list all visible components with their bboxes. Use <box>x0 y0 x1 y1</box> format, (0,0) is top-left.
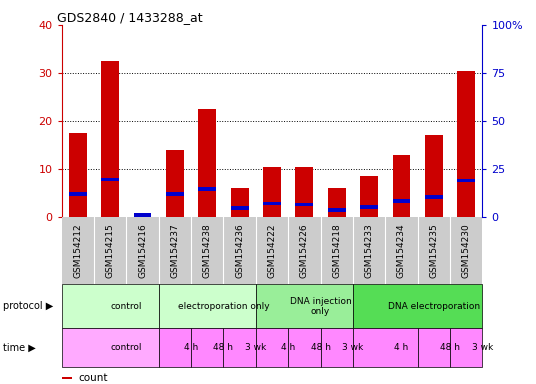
Bar <box>166 150 184 217</box>
Bar <box>263 167 281 217</box>
Bar <box>457 71 475 217</box>
Text: GSM154234: GSM154234 <box>397 223 406 278</box>
Text: 48 h: 48 h <box>310 343 331 352</box>
Bar <box>295 167 313 217</box>
Text: GSM154236: GSM154236 <box>235 223 244 278</box>
Text: GSM154235: GSM154235 <box>429 223 438 278</box>
Text: electroporation only: electroporation only <box>177 302 269 311</box>
Bar <box>321 328 353 367</box>
Bar <box>191 328 224 367</box>
Text: GSM154218: GSM154218 <box>332 223 341 278</box>
Text: control: control <box>110 343 142 352</box>
Bar <box>450 328 482 367</box>
Text: GSM154237: GSM154237 <box>170 223 180 278</box>
Bar <box>133 215 152 217</box>
Text: GSM154230: GSM154230 <box>461 223 471 278</box>
Bar <box>295 203 313 207</box>
Text: GSM154238: GSM154238 <box>203 223 212 278</box>
Bar <box>166 192 184 196</box>
Bar <box>328 208 346 212</box>
Text: 4 h: 4 h <box>394 343 408 352</box>
Bar <box>231 188 249 217</box>
Text: 3 wk: 3 wk <box>472 343 493 352</box>
Text: count: count <box>78 373 108 383</box>
Bar <box>62 284 159 328</box>
Bar <box>198 109 216 217</box>
Bar <box>101 61 119 217</box>
Bar <box>101 177 119 181</box>
Text: 48 h: 48 h <box>213 343 234 352</box>
Bar <box>392 199 411 203</box>
Bar <box>360 205 378 209</box>
Bar <box>198 187 216 191</box>
Text: 3 wk: 3 wk <box>245 343 266 352</box>
Text: GSM154233: GSM154233 <box>364 223 374 278</box>
Bar <box>159 328 191 367</box>
Bar <box>256 328 288 367</box>
Bar <box>69 133 87 217</box>
Bar <box>328 188 346 217</box>
Bar <box>69 192 87 196</box>
Bar <box>425 195 443 199</box>
Bar <box>62 377 72 379</box>
Text: DNA injection
only: DNA injection only <box>289 296 352 316</box>
Bar <box>457 179 475 182</box>
Text: GSM154222: GSM154222 <box>267 223 277 278</box>
Text: DNA electroporation: DNA electroporation <box>388 302 480 311</box>
Bar <box>360 176 378 217</box>
Bar <box>263 202 281 205</box>
Bar <box>224 328 256 367</box>
Text: GSM154212: GSM154212 <box>73 223 83 278</box>
Text: time ▶: time ▶ <box>3 343 35 353</box>
Text: GSM154216: GSM154216 <box>138 223 147 278</box>
Text: GSM154215: GSM154215 <box>106 223 115 278</box>
Text: protocol ▶: protocol ▶ <box>3 301 53 311</box>
Bar <box>392 154 411 217</box>
Bar <box>231 207 249 210</box>
Text: control: control <box>110 302 142 311</box>
Text: 4 h: 4 h <box>281 343 295 352</box>
Bar <box>353 284 482 328</box>
Bar <box>288 328 321 367</box>
Bar <box>353 328 418 367</box>
Text: GDS2840 / 1433288_at: GDS2840 / 1433288_at <box>57 11 203 24</box>
Bar <box>62 328 159 367</box>
Text: 3 wk: 3 wk <box>343 343 363 352</box>
Text: GSM154226: GSM154226 <box>300 223 309 278</box>
Bar <box>418 328 450 367</box>
Bar <box>133 213 152 217</box>
Text: 4 h: 4 h <box>184 343 198 352</box>
Bar <box>425 135 443 217</box>
Bar <box>159 284 256 328</box>
Text: 48 h: 48 h <box>440 343 460 352</box>
Bar <box>256 284 353 328</box>
